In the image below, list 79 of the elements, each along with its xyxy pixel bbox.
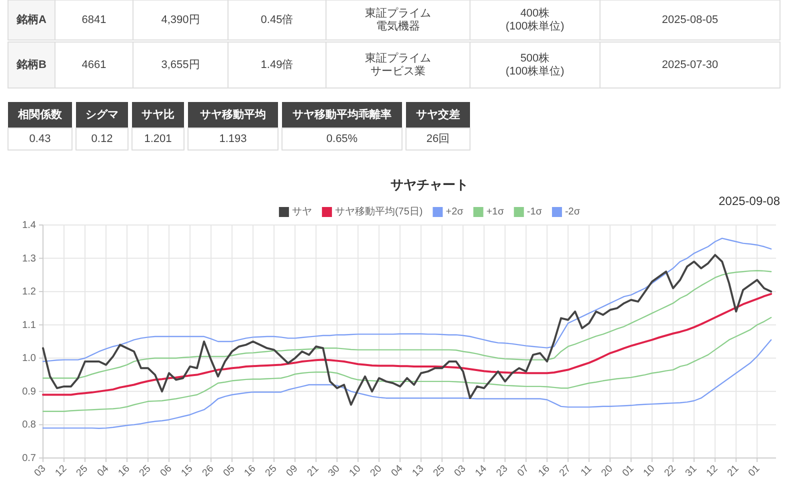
y-tick-label: 1.4 — [22, 220, 36, 231]
x-tick-label: 25 — [74, 463, 90, 479]
text: 1.49倍 — [260, 58, 294, 71]
x-tick-label: 15 — [179, 463, 196, 479]
text: 2025-07-30 — [662, 58, 718, 71]
y-tick-label: 1.1 — [22, 320, 36, 330]
text: サヤ比 — [142, 108, 174, 121]
x-tick-label: 25 — [137, 463, 154, 479]
legend-label: +1σ — [486, 206, 505, 218]
text: 26回 — [426, 132, 450, 145]
x-tick-label: 06 — [158, 463, 174, 479]
text: 東証プライム — [365, 51, 431, 64]
x-tick-label: 16 — [536, 463, 552, 479]
x-tick-label: 04 — [95, 463, 112, 479]
x-tick-label: 12 — [53, 463, 70, 479]
x-tick-label: 01 — [620, 463, 637, 479]
text: サヤ交差 — [416, 108, 460, 121]
x-tick-label: 23 — [494, 463, 510, 479]
x-tick-label: 26 — [200, 463, 216, 479]
y-tick-label: 0.9 — [22, 386, 36, 398]
legend-label: +2σ — [446, 206, 464, 218]
x-tick-label: 25 — [432, 463, 448, 479]
x-tick-label: 20 — [600, 463, 616, 479]
x-tick-label: 20 — [368, 463, 384, 479]
x-tick-label: 27 — [558, 463, 574, 479]
text: 東証プライム — [365, 6, 431, 20]
text: 電気機器 — [376, 20, 420, 33]
legend-label: サヤ移動平均(75日) — [334, 206, 423, 218]
text: 4,390円 — [161, 14, 200, 26]
x-tick-label: 30 — [326, 463, 342, 479]
y-tick-label: 0.8 — [22, 419, 36, 430]
text: 1.193 — [219, 132, 247, 145]
legend-label: -1σ — [526, 206, 543, 218]
text: 0.65% — [326, 132, 358, 145]
text: サヤ移動平均乖離率 — [292, 108, 392, 121]
y-tick-label: 0.7 — [22, 452, 36, 464]
x-tick-label: 05 — [222, 463, 238, 479]
text: 0.12 — [91, 132, 113, 145]
x-tick-label: 01 — [746, 463, 763, 479]
y-tick-label: 1.3 — [22, 252, 36, 264]
x-tick-label: 25 — [264, 463, 280, 479]
x-tick-label: 10 — [348, 463, 364, 479]
text: 500株 (100株単位) — [506, 51, 564, 78]
text: 2025-08-05 — [662, 14, 718, 26]
text: 0.43 — [29, 132, 51, 145]
x-tick-label: 10 — [642, 463, 658, 479]
x-tick-label: 22 — [662, 463, 679, 479]
x-tick-label: 07 — [516, 463, 532, 479]
x-tick-label: 14 — [474, 463, 490, 479]
text: 1.201 — [144, 132, 172, 145]
text: 400株 (100株単位) — [506, 6, 564, 33]
text: 0.45倍 — [260, 12, 294, 26]
y-tick-label: 1.0 — [22, 352, 36, 364]
x-tick-label: 03 — [32, 463, 48, 479]
text: サービス業 — [370, 66, 426, 78]
x-tick-label: 21 — [306, 463, 322, 479]
text: 6841 — [82, 14, 106, 26]
x-tick-label: 12 — [704, 463, 721, 479]
x-tick-label: 16 — [242, 463, 258, 479]
text: 4661 — [82, 58, 106, 71]
text: 相関係数 — [17, 108, 63, 121]
text: サヤ移動平均 — [200, 108, 266, 121]
text: シグマ — [86, 108, 118, 121]
x-tick-label: 21 — [726, 463, 742, 479]
x-tick-label: 11 — [579, 463, 594, 478]
x-tick-label: 09 — [284, 463, 300, 479]
x-tick-label: 16 — [116, 463, 132, 479]
x-tick-label: 13 — [410, 463, 426, 479]
x-tick-label: 31 — [684, 463, 700, 479]
y-tick-label: 1.2 — [22, 286, 36, 298]
text: 銘柄A — [16, 12, 47, 26]
legend-label: -2σ — [564, 206, 581, 218]
x-tick-label: 04 — [390, 463, 406, 479]
text: 銘柄B — [16, 58, 47, 71]
chart-title: サヤチャート — [390, 177, 468, 192]
legend-label: サヤ — [292, 206, 312, 218]
x-tick-label: 03 — [452, 463, 468, 479]
text: 3,655円 — [161, 58, 200, 71]
text: 2025-09-08 — [718, 194, 780, 208]
